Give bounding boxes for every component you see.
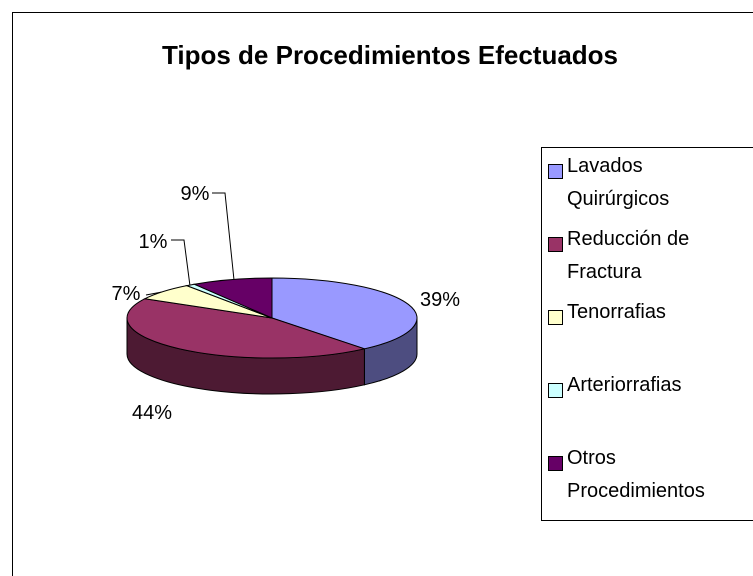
- leader-line: [171, 239, 191, 287]
- data-label: 9%: [181, 183, 210, 205]
- data-label: 44%: [132, 402, 172, 424]
- legend-label: Arteriorrafias: [567, 374, 682, 396]
- leader-line: [212, 192, 235, 281]
- legend-swatch: [548, 456, 563, 471]
- chart-frame: [12, 12, 753, 576]
- legend-label: Otros Procedimientos: [567, 447, 705, 502]
- legend-label: Reducción de Fractura: [567, 228, 690, 283]
- data-label: 39%: [420, 289, 460, 311]
- pie-slice: [271, 277, 418, 350]
- legend-swatch: [548, 310, 563, 325]
- legend-entry: Tenorrafias: [548, 301, 748, 377]
- chart-title: Tipos de Procedimientos Efectuados: [162, 40, 618, 70]
- legend-entry: Lavados Quirúrgicos: [548, 155, 748, 231]
- legend-swatch: [548, 383, 563, 398]
- legend: Lavados Quirúrgicos Reducción de Fractura…: [541, 147, 753, 521]
- legend-label: Lavados Quirúrgicos: [567, 155, 670, 210]
- legend-label: Tenorrafias: [567, 301, 666, 323]
- legend-swatch: [548, 164, 563, 179]
- data-label: 1%: [139, 231, 168, 253]
- pie-tops: [126, 277, 418, 359]
- legend-entry: Otros Procedimientos: [548, 447, 748, 523]
- legend-entry: Reducción de Fractura: [548, 228, 748, 304]
- legend-swatch: [548, 237, 563, 252]
- pie-slice: [126, 298, 367, 359]
- data-label: 7%: [112, 283, 141, 305]
- pie-slice: [192, 277, 273, 319]
- legend-entry: Arteriorrafias: [548, 374, 748, 450]
